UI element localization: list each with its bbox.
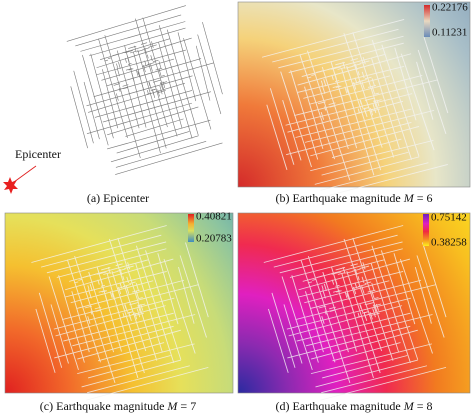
colorbar-max: 0.75142 — [431, 212, 467, 224]
colorbar-min: 0.11231 — [432, 27, 467, 39]
colorbar — [188, 214, 194, 242]
panel-b: 0.22176 0.11231 (b) Earthquake magnitude… — [237, 2, 471, 205]
colorbar — [423, 214, 429, 246]
caption-symbol: M — [403, 191, 415, 205]
panel-d: 0.75142 0.38258 (d) Earthquake magnitude… — [237, 212, 471, 413]
caption-label: (c) Earthquake magnitude — [40, 399, 165, 413]
caption: (c) Earthquake magnitude M = 7 — [40, 399, 196, 413]
epicenter-marker — [3, 177, 18, 194]
caption-value: = 6 — [417, 191, 433, 205]
annotation: Epicenter — [15, 147, 61, 161]
caption-label: (d) Earthquake magnitude — [275, 399, 400, 413]
colorbar-min: 0.20783 — [196, 233, 232, 245]
panel-c: 0.40821 0.20783 (c) Earthquake magnitude… — [4, 211, 234, 413]
caption-symbol: M — [403, 399, 415, 413]
caption-value: = 8 — [417, 399, 433, 413]
road-network — [66, 5, 223, 176]
colorbar-max: 0.22176 — [432, 2, 468, 14]
panel-a: Epicenter (a) Epicenter — [3, 5, 223, 205]
caption-label: (b) Earthquake magnitude — [275, 191, 400, 205]
colorbar-min: 0.38258 — [431, 237, 467, 249]
caption-value: = 7 — [180, 399, 196, 413]
caption-symbol: M — [166, 399, 178, 413]
arrow — [13, 165, 37, 183]
colorbar — [424, 5, 430, 37]
caption: (d) Earthquake magnitude M = 8 — [275, 399, 432, 413]
caption: (a) Epicenter — [87, 191, 149, 205]
colorbar-max: 0.40821 — [196, 211, 232, 223]
caption: (b) Earthquake magnitude M = 6 — [275, 191, 432, 205]
